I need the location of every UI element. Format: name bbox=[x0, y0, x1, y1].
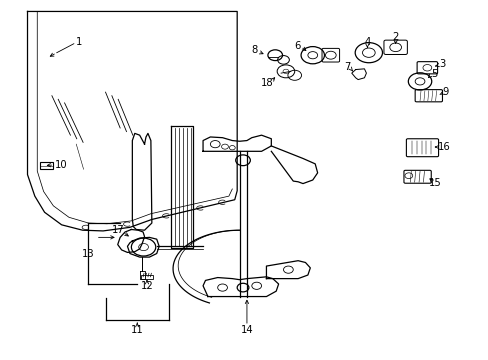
Text: 18: 18 bbox=[261, 78, 273, 88]
Text: 14: 14 bbox=[240, 325, 253, 335]
Text: 6: 6 bbox=[293, 41, 300, 50]
Text: 13: 13 bbox=[82, 248, 95, 258]
Text: 9: 9 bbox=[442, 87, 448, 97]
Text: 2: 2 bbox=[392, 32, 398, 41]
Text: 5: 5 bbox=[430, 69, 437, 79]
Bar bbox=[141, 275, 153, 279]
Bar bbox=[40, 162, 53, 169]
Text: 12: 12 bbox=[141, 281, 153, 291]
Text: 10: 10 bbox=[55, 159, 67, 170]
Text: 3: 3 bbox=[438, 59, 445, 69]
Text: 7: 7 bbox=[344, 62, 350, 72]
Text: 16: 16 bbox=[437, 142, 450, 152]
Text: 11: 11 bbox=[131, 325, 143, 335]
Text: 15: 15 bbox=[428, 178, 441, 188]
Text: 17: 17 bbox=[112, 225, 125, 235]
Text: 8: 8 bbox=[251, 45, 257, 55]
Text: 4: 4 bbox=[364, 37, 370, 47]
Text: 1: 1 bbox=[75, 37, 81, 47]
